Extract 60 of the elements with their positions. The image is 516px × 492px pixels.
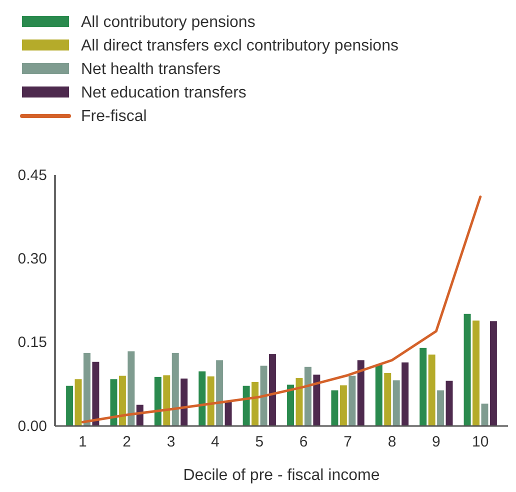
bar [242,386,250,426]
x-tick-label: 7 [344,434,352,451]
bar [340,385,347,426]
x-tick-label: 3 [166,434,176,451]
bar [331,390,338,426]
bar [224,401,232,426]
bar [207,376,214,426]
x-tick-label: 10 [472,434,489,451]
bar [402,362,409,426]
bar [420,348,427,426]
bar [252,382,259,426]
x-tick-label: 6 [299,434,308,451]
y-tick-label: 0.45 [18,166,47,184]
bar [357,360,364,426]
bar [446,380,453,426]
bar [287,384,294,426]
y-tick-label: 0.15 [18,334,47,352]
legend-label: Fre-fiscal [81,108,147,125]
bar [296,378,303,426]
bar [198,371,206,426]
bar [163,375,170,426]
y-tick-label: 0.00 [18,418,47,435]
bar [172,352,179,426]
legend-label: All contributory pensions [81,14,256,31]
bar [154,376,162,426]
x-axis-title: Decile of pre - fiscal income [183,467,380,484]
bar [92,362,100,426]
x-tick-label: 8 [388,434,396,451]
legend-label: Net education transfers [81,84,246,102]
bar [392,380,400,426]
x-tick-label: 9 [432,434,440,451]
bar [481,404,488,426]
bar [268,354,276,426]
x-tick-label: 1 [78,434,87,451]
x-tick-label: 4 [211,434,220,451]
line-series [81,196,482,424]
bar [118,376,126,426]
bar [180,378,188,426]
bar [375,364,382,426]
bar [472,320,480,426]
bar [260,366,268,426]
y-tick-label: 0.30 [18,250,47,268]
bar [66,386,74,426]
bar [83,352,90,426]
bar [74,379,82,426]
bar [348,376,356,426]
bar [304,366,312,426]
bar [437,390,444,426]
bar [428,354,436,426]
x-tick-label: 5 [255,434,264,451]
bar [464,314,471,426]
legend-label: All direct transfers excl contributory pensions [81,38,398,54]
bar [313,374,320,426]
bar [110,379,118,426]
bar [128,351,135,426]
bar [384,373,392,426]
bar [216,360,224,426]
legend-label: Net health transfers [81,61,221,78]
x-tick-label: 2 [122,434,131,451]
bar [490,321,497,426]
